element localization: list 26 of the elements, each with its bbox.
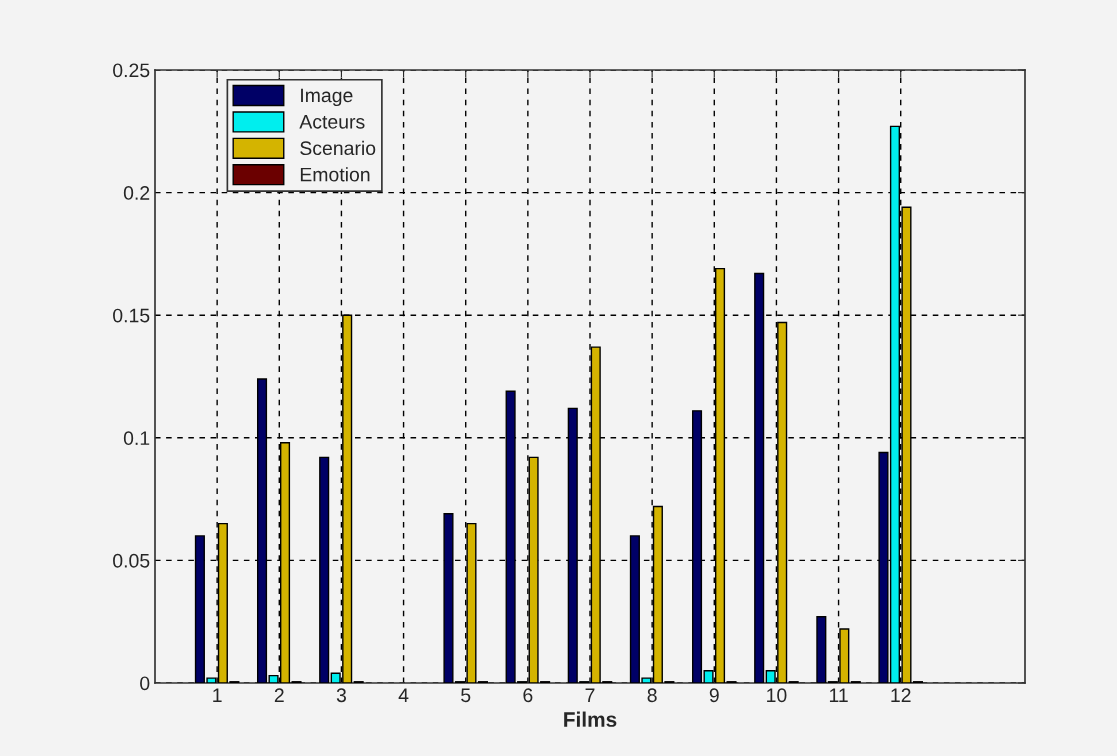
x-tick-label: 1 — [213, 688, 222, 702]
y-tick-label: 0.15 — [113, 308, 150, 323]
legend-label: Scenario — [300, 140, 376, 156]
legend-label: Acteurs — [299, 115, 365, 129]
x-tick-label: 7 — [585, 688, 595, 702]
x-tick-label: 2 — [274, 688, 284, 702]
bar — [816, 616, 827, 683]
y-tick-label: 0.2 — [123, 186, 150, 200]
x-tick-label: 6 — [523, 688, 533, 703]
x-tick-label: 3 — [336, 688, 346, 703]
x-tick-label: 8 — [647, 688, 657, 703]
y-tick-label: 0 — [140, 676, 150, 691]
x-tick-label: 12 — [891, 688, 911, 702]
x-tick-label: 5 — [461, 688, 471, 703]
y-tick-label: 0.25 — [113, 63, 150, 78]
x-tick-label: 4 — [398, 688, 409, 702]
legend-label: Emotion — [300, 167, 370, 182]
y-tick-label: 0.05 — [113, 553, 150, 568]
y-tick-label: 0.1 — [123, 431, 150, 446]
legend-label: Image — [301, 88, 353, 107]
x-axis-title: Films — [564, 711, 617, 727]
bar — [319, 456, 330, 683]
x-tick-label: 9 — [709, 688, 719, 703]
bar — [754, 272, 765, 683]
x-tick-label: 11 — [829, 688, 848, 702]
x-tick-label: 10 — [767, 688, 787, 703]
